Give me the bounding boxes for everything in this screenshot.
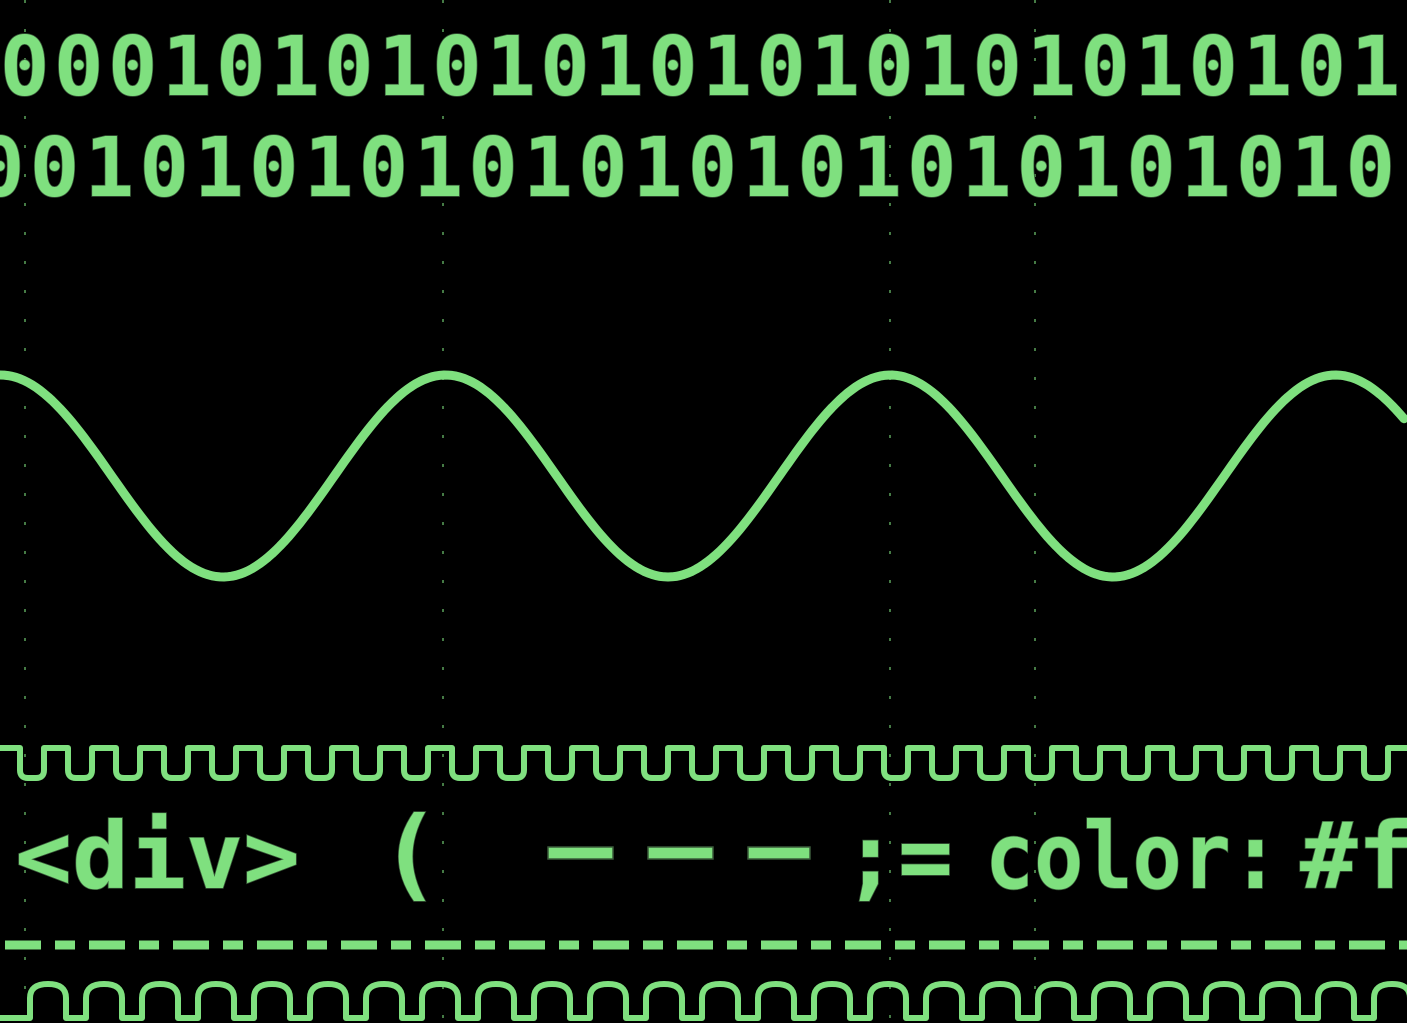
square-wave <box>0 745 1407 781</box>
code-property: color: <box>985 803 1280 910</box>
dashes <box>547 846 811 860</box>
dash <box>647 846 714 860</box>
code-value: #f <box>1300 803 1407 910</box>
code-operator: ;= <box>843 803 953 910</box>
sine-wave <box>0 370 1407 582</box>
code-paren: ( <box>380 795 440 912</box>
arch-wave <box>0 981 1407 1021</box>
dash <box>547 846 614 860</box>
code-tag: <div> <box>15 803 300 910</box>
dash <box>747 846 811 860</box>
